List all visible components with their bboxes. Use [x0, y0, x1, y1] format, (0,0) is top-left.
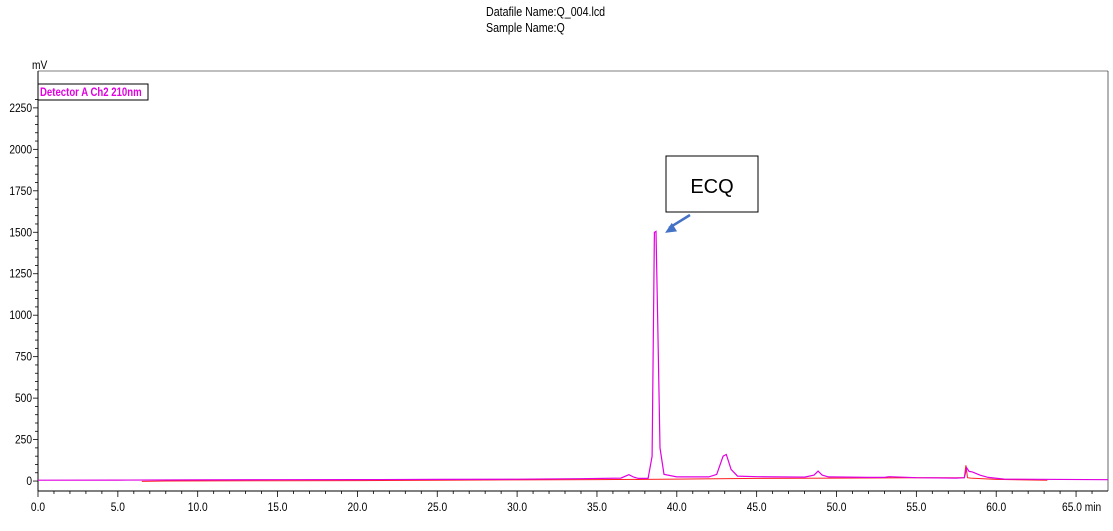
legend: Detector A Ch2 210nm — [37, 83, 149, 101]
y-tick-label: 2000 — [9, 144, 32, 157]
y-tick-label: 250 — [15, 434, 32, 447]
x-tick-label: 35.0 — [587, 501, 607, 514]
x-axis: 0.0 5.0 10.0 15.0 20.0 25.0 30.0 35.0 40.0 45.0 50… — [31, 491, 1101, 514]
x-tick-label: 25.0 — [427, 501, 447, 514]
x-tick-label: 45.0 — [747, 501, 767, 514]
x-tick-label: 60.0 — [986, 501, 1006, 514]
series-line-detector-a — [37, 230, 1109, 481]
annotation-label-ecq: ECQ — [690, 176, 733, 198]
y-tick-label: 500 — [15, 392, 32, 405]
x-tick-label: 10.0 — [188, 501, 208, 514]
y-tick-label: 1500 — [9, 227, 32, 240]
x-tick-label: 15.0 — [268, 501, 288, 514]
annotation-arrow-head — [665, 222, 678, 233]
chart-header: Datafile Name:Q_004.lcd Sample Name:Q — [486, 4, 605, 36]
x-tick-label: 65.0 min — [1062, 501, 1101, 514]
y-tick-label: 0 — [26, 475, 32, 488]
x-tick-label: 30.0 — [507, 501, 527, 514]
x-tick-label: 0.0 — [31, 501, 45, 514]
sample-name: Sample Name:Q — [486, 20, 565, 35]
series-line-baseline — [141, 465, 1048, 482]
annotation-box — [665, 155, 759, 213]
legend-label-detector: Detector A Ch2 210nm — [40, 86, 142, 99]
y-tick-label: 1000 — [9, 309, 32, 322]
y-tick-label: 1750 — [9, 185, 32, 198]
datafile-name: Datafile Name:Q_004.lcd — [486, 4, 606, 19]
x-tick-label: 5.0 — [111, 501, 125, 514]
y-tick-label: 750 — [15, 351, 32, 364]
y-tick-label: 1250 — [9, 268, 32, 281]
legend-box — [37, 83, 149, 101]
series-layer — [37, 230, 1109, 482]
x-tick-label: 20.0 — [347, 501, 367, 514]
y-axis: 0 250 500 750 1000 1250 1500 1750 2000 2250 — [9, 99, 38, 488]
plot-frame — [37, 70, 1109, 492]
y-axis-unit: mV — [32, 59, 48, 72]
x-tick-label: 40.0 — [667, 501, 687, 514]
y-tick-label: 2250 — [9, 102, 32, 115]
x-tick-label: 55.0 — [906, 501, 926, 514]
annotation-layer: ECQ — [665, 155, 759, 233]
x-tick-label: 50.0 — [827, 501, 847, 514]
